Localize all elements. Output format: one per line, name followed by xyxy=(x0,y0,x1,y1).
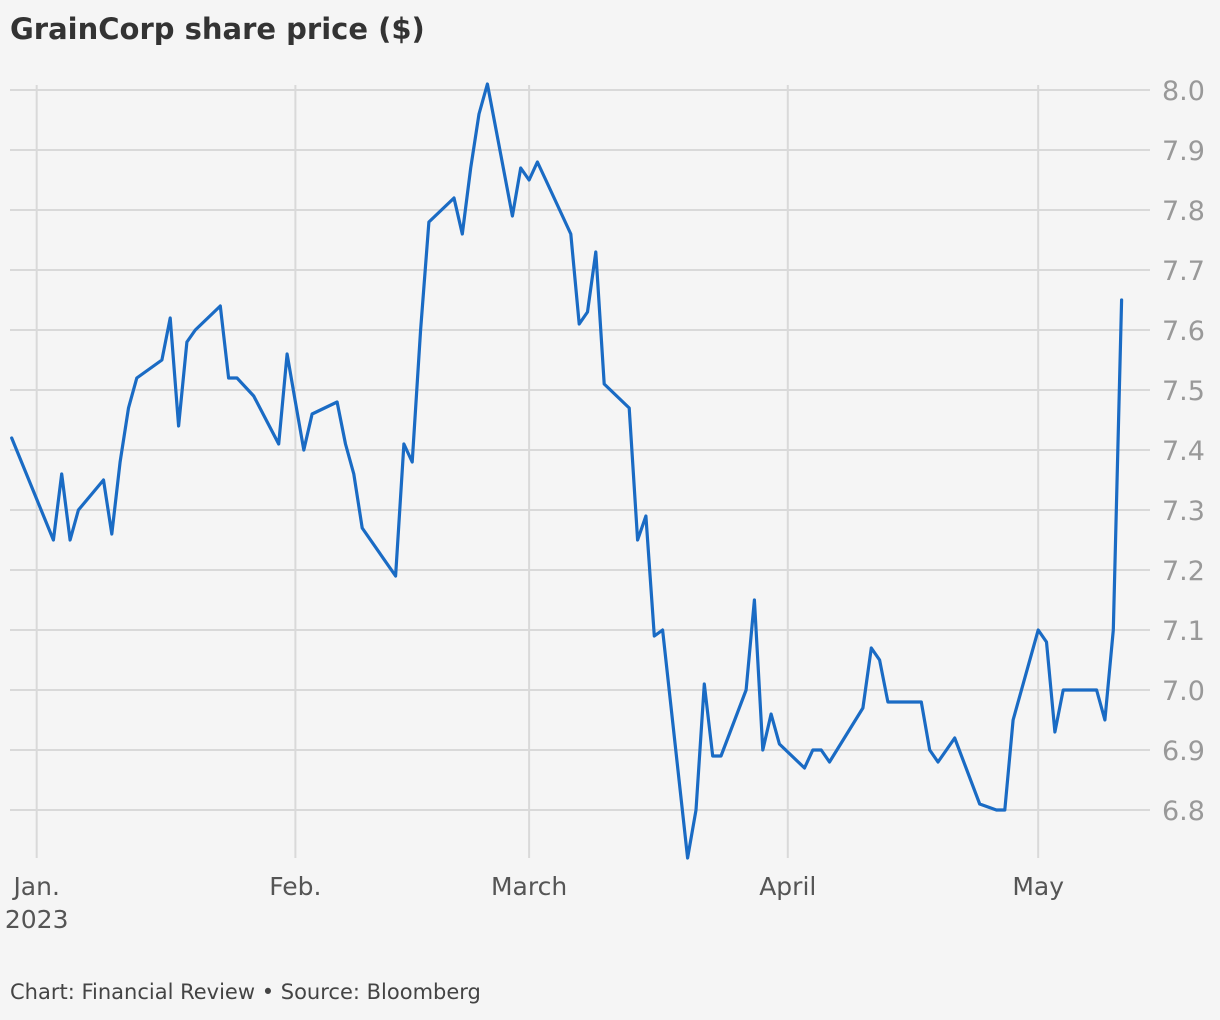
y-tick-label: 6.9 xyxy=(1162,736,1205,767)
y-tick-label: 7.7 xyxy=(1162,256,1205,287)
x-tick-label: March xyxy=(491,872,567,901)
x-tick-label: April xyxy=(759,872,816,901)
y-tick-label: 7.8 xyxy=(1162,196,1205,227)
y-tick-label: 7.6 xyxy=(1162,316,1205,347)
x-gridlines xyxy=(35,85,1040,858)
x-tick-sublabel: 2023 xyxy=(5,905,69,934)
y-tick-label: 7.1 xyxy=(1162,616,1205,647)
y-tick-label: 7.4 xyxy=(1162,436,1205,467)
y-tick-label: 8.0 xyxy=(1162,76,1205,107)
gridlines xyxy=(10,89,1150,811)
chart-source: Chart: Financial Review • Source: Bloomb… xyxy=(10,980,481,1004)
y-tick-label: 6.8 xyxy=(1162,796,1205,827)
series-group xyxy=(10,82,1124,860)
y-tick-label: 7.0 xyxy=(1162,676,1205,707)
x-tick-label: Feb. xyxy=(269,872,321,901)
y-axis-ticks: 6.8 6.9 7.0 7.1 7.2 7.3 7.4 7.5 7.6 7.7 7.8 7.9 8.0 xyxy=(1162,76,1205,827)
y-tick-label: 7.5 xyxy=(1162,376,1205,407)
x-axis-ticks: Jan. 2023 Feb. March April May xyxy=(5,872,1064,934)
x-tick-label: Jan. xyxy=(11,872,59,901)
y-tick-label: 7.9 xyxy=(1162,136,1205,167)
y-tick-label: 7.2 xyxy=(1162,556,1205,587)
series-line xyxy=(10,82,1124,860)
chart-title: GrainCorp share price ($) xyxy=(10,12,425,46)
y-tick-label: 7.3 xyxy=(1162,496,1205,527)
x-tick-label: May xyxy=(1012,872,1064,901)
